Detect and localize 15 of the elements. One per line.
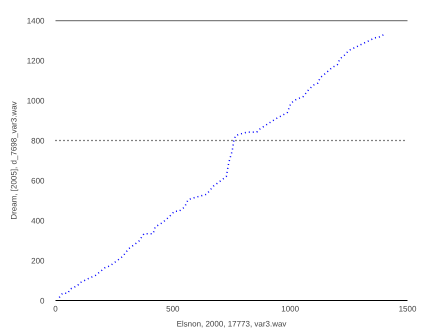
y-tick-label: 1200 bbox=[26, 56, 46, 66]
x-tick-label: 1000 bbox=[281, 304, 300, 314]
y-tick-label: 1000 bbox=[26, 96, 46, 106]
x-tick-label: 1500 bbox=[398, 304, 417, 314]
x-axis-title: Elsnon, 2000, 17773, var3.wav bbox=[176, 320, 286, 328]
y-tick-label: 1400 bbox=[26, 16, 46, 26]
y-tick-label: 400 bbox=[31, 216, 46, 226]
line-series bbox=[58, 33, 386, 298]
y-tick-label: 0 bbox=[40, 296, 46, 306]
x-tick-label: 500 bbox=[166, 304, 180, 314]
y-axis-title: Dream, [2005], d_7698_var3.wav bbox=[10, 101, 19, 220]
x-tick-label: 0 bbox=[53, 304, 58, 314]
y-tick-label: 200 bbox=[31, 256, 46, 266]
y-tick-label: 600 bbox=[31, 176, 46, 186]
y-tick-label: 800 bbox=[31, 136, 46, 146]
